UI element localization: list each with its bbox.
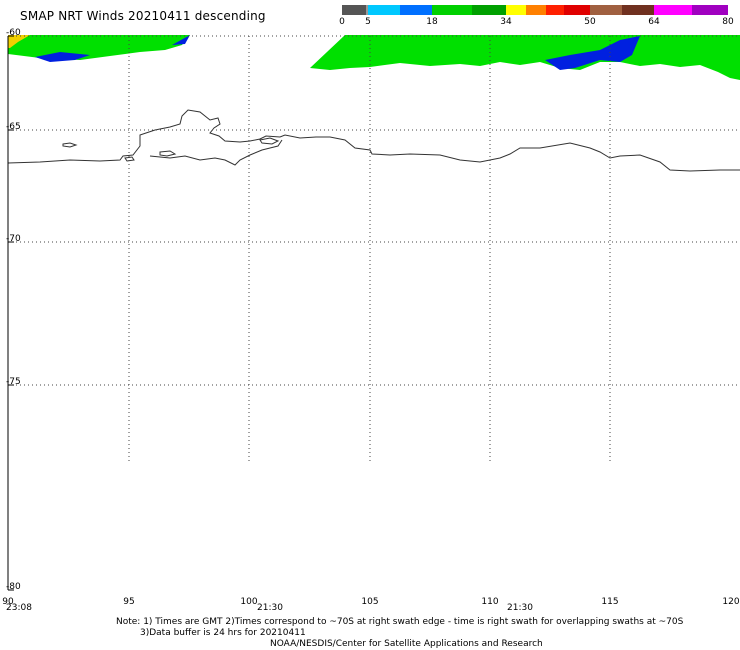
colorbar-tick-label: 64 xyxy=(648,17,660,27)
wind-swath-right-blue xyxy=(545,36,640,70)
colorbar-segment xyxy=(526,5,546,15)
lat-label-80: -80 xyxy=(6,582,21,592)
colorbar-segment xyxy=(590,5,622,15)
colorbar-segment xyxy=(692,5,728,15)
left-axis xyxy=(7,35,14,591)
wind-swath-left-blue-2 xyxy=(172,35,190,45)
swath-time-label: 23:08 xyxy=(6,603,32,613)
lon-label-120: 120 xyxy=(722,597,740,607)
lon-label-115: 115 xyxy=(601,597,619,607)
island-4 xyxy=(124,156,135,162)
colorbar-segment xyxy=(546,5,564,15)
colorbar-tick-label: 18 xyxy=(426,17,438,27)
colorbar-segment xyxy=(400,5,432,15)
swath-time-label: 21:30 xyxy=(507,603,533,613)
colorbar-tick-label: 80 xyxy=(722,17,734,27)
colorbar-segment xyxy=(622,5,654,15)
coastline xyxy=(7,109,740,172)
lat-label-60: -60 xyxy=(6,28,21,38)
lon-label-110: 110 xyxy=(481,597,499,607)
colorbar-tick-label: 50 xyxy=(584,17,596,27)
wind-swath-left-green xyxy=(8,35,190,60)
note-line-1: Note: 1) Times are GMT 2)Times correspon… xyxy=(116,617,684,627)
colorbar-segment xyxy=(506,5,526,15)
colorbar-tick-label: 0 xyxy=(339,17,345,27)
island-2 xyxy=(159,150,177,157)
island-1 xyxy=(62,142,78,148)
colorbar-tick-label: 34 xyxy=(500,17,512,27)
lon-label-95: 95 xyxy=(123,597,135,607)
wind-swath-right-green xyxy=(310,35,740,80)
credit-line: NOAA/NESDIS/Center for Satellite Applica… xyxy=(270,639,543,649)
wind-swath-left-blue xyxy=(35,52,90,62)
lat-label-70: -70 xyxy=(6,234,21,244)
lat-gridlines xyxy=(8,35,740,386)
lon-label-100: 100 xyxy=(240,597,258,607)
lon-gridlines xyxy=(128,36,611,464)
colorbar-segment xyxy=(366,5,368,15)
colorbar-segment xyxy=(342,5,366,15)
wind-speed-colorbar: 0 5 18 34 50 64 80 xyxy=(339,5,734,27)
colorbar-segment xyxy=(564,5,590,15)
colorbar-segment xyxy=(368,5,400,15)
colorbar-tick-label: 5 xyxy=(365,17,371,27)
colorbar-segment xyxy=(432,5,472,15)
lon-label-105: 105 xyxy=(361,597,379,607)
colorbar-segment xyxy=(654,5,692,15)
island-3 xyxy=(259,137,280,145)
colorbar-segment xyxy=(472,5,506,15)
map-title: SMAP NRT Winds 20210411 descending xyxy=(20,9,266,23)
wind-swath-left-yellow xyxy=(8,35,30,48)
lat-label-75: -75 xyxy=(6,377,21,387)
swath-time-label: 21:30 xyxy=(257,603,283,613)
coastline-inland xyxy=(149,139,283,166)
lat-label-65: -65 xyxy=(6,122,21,132)
lon-label-90: 90 xyxy=(2,597,14,607)
note-line-2: 3)Data buffer is 24 hrs for 20210411 xyxy=(140,628,306,638)
